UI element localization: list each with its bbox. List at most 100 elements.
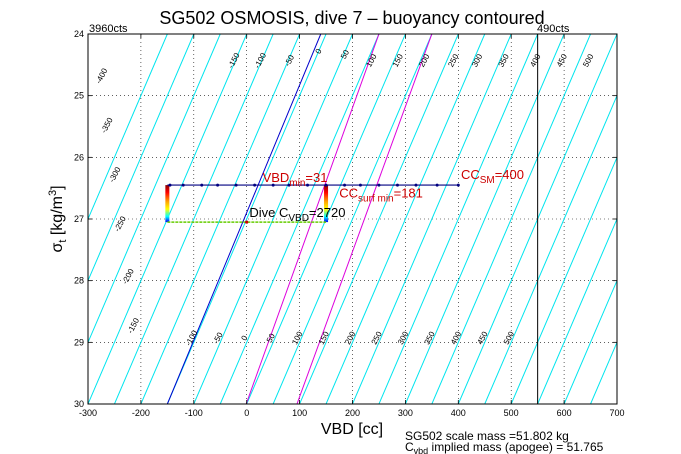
buoyancy-contour-line — [510, 156, 617, 404]
y-axis-label-sub: t — [57, 240, 69, 243]
contour-label: 500 — [581, 52, 595, 68]
x-tick-label: 400 — [451, 408, 466, 418]
x-tick-label: 300 — [398, 408, 413, 418]
dive-path-marker — [343, 183, 347, 187]
contour-label: 50 — [265, 332, 277, 345]
x-axis-label: VBD [cc] — [321, 421, 383, 438]
x-tick-label: 200 — [345, 408, 360, 418]
annotation-sub: SM — [480, 175, 495, 186]
contour-label: 200 — [343, 330, 357, 346]
annotation-sub: min — [289, 178, 305, 189]
buoyancy-contour-line — [140, 34, 301, 404]
contour-label: -350 — [99, 116, 115, 135]
buoyancy-contour-line — [325, 34, 486, 404]
footer-implied-mass-c: C — [405, 440, 414, 454]
x-tick-label: 500 — [504, 408, 519, 418]
y-axis-label-unit: [kg/m — [49, 196, 66, 240]
highlight-line — [296, 34, 433, 404]
dive-path-marker — [395, 183, 399, 187]
annotation-name: VBD — [263, 170, 290, 185]
contour-label: -400 — [94, 66, 110, 85]
buoyancy-contour-line — [537, 217, 617, 404]
contour-label: -150 — [126, 316, 142, 335]
buoyancy-contour-line — [431, 34, 592, 404]
annotation-sub: surf min — [358, 193, 394, 204]
dive-path-marker — [456, 183, 460, 187]
contour-label: -50 — [283, 53, 297, 68]
highlight-lines — [166, 34, 539, 404]
contour-label: -200 — [120, 267, 136, 286]
contour-label: 450 — [555, 52, 569, 68]
contour-label: 150 — [391, 52, 405, 68]
dive-path-marker — [324, 183, 328, 187]
dive-path-marker — [377, 183, 381, 187]
contour-label: 300 — [396, 330, 410, 346]
contour-label: 400 — [449, 330, 463, 346]
dive-path-marker — [414, 183, 418, 187]
dive-path-marker — [216, 183, 220, 187]
x-tick-label: 600 — [557, 408, 572, 418]
footer-implied-mass: Cvbd implied mass (apogee) = 51.765 — [405, 440, 604, 454]
buoyancy-contour-line — [352, 34, 512, 404]
dive-path-marker — [358, 183, 362, 187]
contour-label: 250 — [370, 330, 384, 346]
x-axis-ticks: -300 -200 -100 0 100 200 300 400 500 600 700 — [79, 34, 625, 418]
buoyancy-contour-line — [299, 34, 459, 404]
dive-path-marker — [287, 183, 291, 187]
y-tick-label: 25 — [74, 91, 84, 101]
buoyancy-contour-line — [219, 34, 380, 404]
contour-label: -50 — [211, 330, 225, 345]
y-axis-label-unit-end: ] — [49, 185, 66, 189]
annotation-value: =400 — [495, 167, 524, 182]
footer-scale-mass: SG502 scale mass =51.802 kg — [405, 429, 569, 443]
dive-path-marker — [253, 183, 257, 187]
x-tick-label: -200 — [132, 408, 150, 418]
footer-implied-mass-sub: vbd — [414, 446, 429, 454]
dive-path-marker — [168, 183, 172, 187]
y-axis-label-unit-sup: 3 — [47, 190, 59, 196]
annotation-name: CC — [461, 167, 480, 182]
contour-label: 350 — [423, 330, 437, 346]
contour-label: 50 — [339, 48, 351, 61]
annotation-name: CC — [339, 185, 358, 200]
dive-path-marker — [181, 183, 185, 187]
x-tick-label: 100 — [292, 408, 307, 418]
contour-label: 0 — [314, 47, 324, 56]
contour-label: -150 — [226, 51, 242, 70]
contour-label: 300 — [470, 52, 484, 68]
gradient-bar — [165, 185, 170, 223]
annotation: CCSM=400 — [461, 167, 524, 186]
y-tick-label: 30 — [74, 399, 84, 409]
y-tick-label: 28 — [74, 276, 84, 286]
y-tick-label: 27 — [74, 214, 84, 224]
dive-bottom-marker — [245, 220, 249, 224]
gradient-bar — [324, 185, 329, 223]
y-axis-label: σt [kg/m3] — [47, 185, 69, 252]
corner-label-right: 490cts — [537, 23, 570, 35]
annotation: CCsurf min=181 — [339, 185, 423, 204]
chart-title: SG502 OSMOSIS, dive 7 – buoyancy contour… — [159, 8, 544, 28]
buoyancy-contour-line — [563, 279, 617, 404]
contour-label: 450 — [475, 330, 489, 346]
annotation: VBDmin=31 — [263, 170, 328, 189]
x-tick-label: 700 — [609, 408, 624, 418]
contour-label: 100 — [290, 330, 304, 346]
buoyancy-contour-line — [88, 34, 221, 344]
dive-path — [165, 183, 460, 224]
buoyancy-contour-line — [88, 34, 195, 282]
contour-label: 250 — [446, 52, 460, 68]
dive-path-marker — [234, 183, 238, 187]
contour-label: 150 — [317, 330, 331, 346]
contour-label: 400 — [528, 52, 542, 68]
y-tick-label: 26 — [74, 152, 84, 162]
annotation: Dive CVBD=2720 — [249, 205, 345, 224]
contour-label: 100 — [364, 52, 378, 68]
x-tick-label: -300 — [79, 408, 97, 418]
dive-path-marker — [271, 183, 275, 187]
footer-implied-mass-rest: implied mass (apogee) = 51.765 — [428, 440, 603, 454]
annotation-value: =181 — [394, 185, 423, 200]
dive-path-marker — [435, 183, 439, 187]
highlight-line — [245, 34, 380, 404]
